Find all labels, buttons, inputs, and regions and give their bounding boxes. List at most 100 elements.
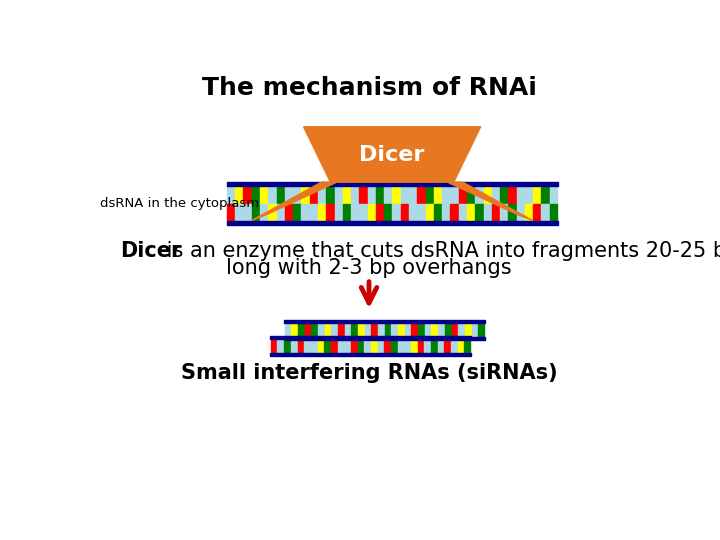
Bar — [525, 204, 532, 221]
Bar — [434, 204, 441, 221]
Bar — [525, 187, 532, 204]
Bar — [372, 323, 377, 336]
Bar — [500, 187, 508, 204]
Bar — [302, 187, 309, 204]
Bar — [500, 204, 508, 221]
Bar — [318, 187, 325, 204]
Bar — [465, 323, 471, 336]
Bar — [326, 204, 334, 221]
Bar — [492, 187, 500, 204]
Bar — [344, 339, 350, 353]
Bar — [359, 204, 367, 221]
Bar — [484, 187, 491, 204]
Bar — [271, 339, 276, 353]
Bar — [517, 187, 524, 204]
Bar — [405, 339, 410, 353]
Bar — [368, 187, 375, 204]
Bar — [371, 339, 377, 353]
Text: Small interfering RNAs (siRNAs): Small interfering RNAs (siRNAs) — [181, 363, 557, 383]
Bar — [285, 187, 292, 204]
Bar — [459, 204, 467, 221]
Bar — [431, 323, 438, 336]
Bar — [426, 204, 433, 221]
Bar — [365, 323, 371, 336]
Bar — [391, 339, 397, 353]
Bar — [318, 323, 324, 336]
Bar — [335, 204, 342, 221]
Bar — [310, 204, 318, 221]
Bar — [392, 204, 400, 221]
Bar — [311, 323, 318, 336]
Bar — [405, 323, 410, 336]
Bar — [550, 187, 557, 204]
Bar — [409, 204, 417, 221]
Bar — [358, 323, 364, 336]
Bar — [305, 323, 310, 336]
Bar — [260, 204, 268, 221]
Bar — [269, 204, 276, 221]
Bar — [227, 182, 558, 186]
Bar — [243, 187, 251, 204]
Bar — [442, 204, 450, 221]
Bar — [418, 204, 425, 221]
Bar — [227, 221, 558, 225]
Bar — [351, 204, 359, 221]
Bar — [318, 204, 325, 221]
Bar — [284, 323, 291, 336]
Bar — [277, 339, 284, 353]
Bar — [252, 187, 259, 204]
Bar — [508, 204, 516, 221]
Bar — [434, 187, 441, 204]
Bar — [438, 323, 444, 336]
Bar — [318, 339, 323, 353]
Bar — [451, 323, 457, 336]
Bar — [431, 339, 437, 353]
Bar — [451, 339, 457, 353]
Text: Dicer: Dicer — [359, 145, 425, 165]
Bar — [475, 204, 483, 221]
Bar — [325, 323, 330, 336]
Bar — [397, 339, 403, 353]
Bar — [293, 204, 301, 221]
Bar — [285, 204, 292, 221]
Bar — [384, 323, 391, 336]
Bar — [541, 187, 549, 204]
Bar — [451, 204, 458, 221]
Bar — [338, 323, 344, 336]
Bar — [426, 187, 433, 204]
Bar — [451, 187, 458, 204]
Bar — [392, 187, 400, 204]
Bar — [284, 320, 485, 323]
Text: long with 2-3 bp overhangs: long with 2-3 bp overhangs — [226, 258, 512, 278]
Bar — [418, 187, 425, 204]
Bar — [252, 204, 259, 221]
Bar — [302, 204, 309, 221]
Bar — [541, 204, 549, 221]
Bar — [235, 204, 243, 221]
Bar — [508, 187, 516, 204]
Bar — [425, 323, 431, 336]
Bar — [324, 339, 330, 353]
Polygon shape — [251, 182, 337, 221]
Bar — [398, 323, 404, 336]
Bar — [384, 187, 392, 204]
Bar — [368, 204, 375, 221]
Bar — [378, 323, 384, 336]
Polygon shape — [304, 127, 481, 182]
Bar — [331, 323, 337, 336]
Bar — [284, 339, 290, 353]
Bar — [293, 187, 301, 204]
Polygon shape — [448, 182, 533, 221]
Bar — [227, 204, 235, 221]
Bar — [384, 204, 392, 221]
Bar — [458, 323, 464, 336]
Bar — [359, 187, 367, 204]
Text: Dicer: Dicer — [120, 241, 181, 261]
Bar — [292, 323, 297, 336]
Text: is an enzyme that cuts dsRNA into fragments 20-25 bp: is an enzyme that cuts dsRNA into fragme… — [161, 241, 720, 261]
Bar — [271, 353, 471, 356]
Bar — [411, 339, 417, 353]
Bar — [227, 187, 235, 204]
Bar — [376, 204, 384, 221]
Bar — [550, 204, 557, 221]
